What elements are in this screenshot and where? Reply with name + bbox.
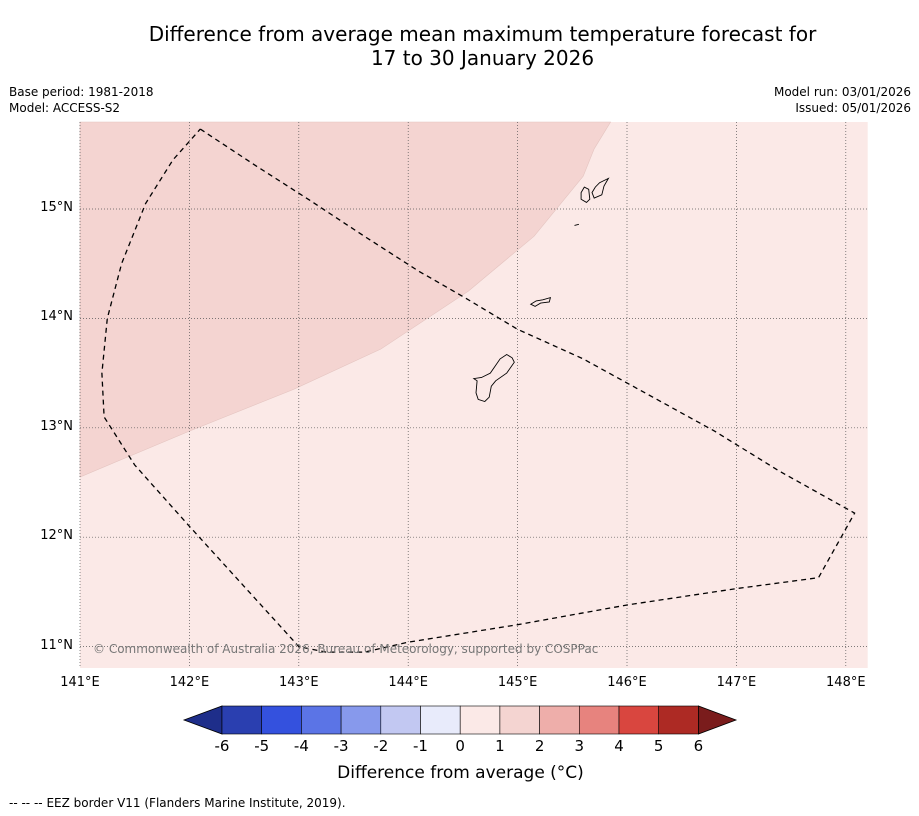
lat-tick-label: 14°N bbox=[40, 309, 73, 325]
meta-left: Base period: 1981-2018 Model: ACCESS-S2 bbox=[9, 84, 154, 116]
lat-tick-label: 12°N bbox=[40, 528, 73, 544]
eez-border bbox=[101, 128, 856, 653]
eez-border-layer bbox=[101, 128, 856, 653]
colorbar: -6 -5 -4 -3 -2 -1 0 1 2 3 4 5 6 bbox=[182, 705, 738, 755]
lon-tick-label: 148°E bbox=[826, 675, 866, 690]
colorbar-tick-label: 4 bbox=[614, 737, 624, 755]
colorbar-under-arrow bbox=[182, 705, 223, 735]
colorbar-bin bbox=[578, 705, 620, 735]
lat-tick-label: 13°N bbox=[40, 418, 73, 434]
map-title-line1: Difference from average mean maximum tem… bbox=[148, 22, 817, 46]
colorbar-tick-label: 6 bbox=[694, 737, 704, 755]
lon-tick-label: 147°E bbox=[716, 675, 757, 690]
lat-tick-label: 11°N bbox=[40, 637, 73, 653]
issued-date: Issued: 05/01/2026 bbox=[795, 101, 911, 115]
meta-right: Model run: 03/01/2026 Issued: 05/01/2026 bbox=[774, 84, 911, 116]
colorbar-bin bbox=[261, 705, 302, 735]
footer-legend: -- -- -- EEZ border V11 (Flanders Marine… bbox=[9, 796, 346, 810]
lon-tick-label: 144°E bbox=[388, 675, 428, 690]
lon-tick-label: 146°E bbox=[607, 675, 647, 690]
colorbar-title: Difference from average (°C) bbox=[337, 763, 584, 783]
colorbar-bin bbox=[380, 705, 421, 735]
lon-tick-label: 143°E bbox=[279, 675, 319, 690]
colorbar-bin bbox=[658, 705, 699, 735]
colorbar-bin bbox=[420, 705, 461, 735]
base-period: Base period: 1981-2018 bbox=[9, 85, 154, 99]
island-aguijan bbox=[574, 223, 580, 226]
island-tinian bbox=[580, 186, 591, 203]
colorbar-bin bbox=[459, 705, 501, 735]
colorbar-over-arrow bbox=[698, 705, 738, 735]
lat-tick-label: 15°N bbox=[40, 200, 73, 215]
colorbar-tick-label: 0 bbox=[455, 737, 465, 755]
colorbar-bin bbox=[301, 705, 342, 735]
colorbar-tick-label: 5 bbox=[654, 737, 664, 755]
colorbar-tick-label: -6 bbox=[215, 737, 230, 755]
lon-tick-label: 142°E bbox=[169, 675, 210, 690]
zone-1 bbox=[79, 121, 612, 478]
lon-tick-label: 141°E bbox=[60, 675, 100, 690]
colorbar-tick-label: -2 bbox=[373, 737, 388, 755]
island-rota bbox=[529, 296, 552, 307]
islands bbox=[472, 177, 610, 403]
colorbar-tick-label: -5 bbox=[254, 737, 269, 755]
island-guam bbox=[472, 353, 515, 403]
colorbar-tick-label: 2 bbox=[535, 737, 545, 755]
colorbar-bin bbox=[340, 705, 382, 735]
colorbar-tick-label: 1 bbox=[495, 737, 505, 755]
model-run: Model run: 03/01/2026 bbox=[773, 85, 911, 99]
colorbar-tick-label: -4 bbox=[294, 737, 309, 755]
eez-legend-symbol: -- -- -- bbox=[9, 796, 43, 810]
colorbar-tick-label: 3 bbox=[575, 737, 585, 755]
colorbar-tick-label: -3 bbox=[334, 737, 349, 755]
colorbar-tick-label: -1 bbox=[413, 737, 428, 755]
model-name: Model: ACCESS-S2 bbox=[9, 101, 121, 115]
colorbar-bin bbox=[499, 705, 540, 735]
eez-legend-text: EEZ border V11 (Flanders Marine Institut… bbox=[46, 796, 346, 810]
gridlines bbox=[79, 122, 868, 668]
copyright-text: © Commonwealth of Australia 2026, Bureau… bbox=[93, 642, 598, 656]
island-saipan bbox=[591, 177, 610, 199]
map-title-line2: 17 to 30 January 2026 bbox=[370, 46, 595, 70]
colorbar-bin bbox=[221, 705, 263, 735]
map-title: Difference from average mean maximum tem… bbox=[0, 22, 919, 70]
lon-tick-label: 145°E bbox=[497, 675, 538, 690]
colorbar-bin bbox=[618, 705, 660, 735]
anomaly-zones bbox=[79, 121, 868, 668]
colorbar-bin bbox=[539, 705, 580, 735]
